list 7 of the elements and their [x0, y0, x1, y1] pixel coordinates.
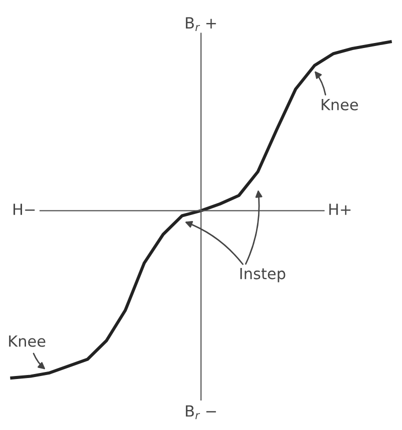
annotation: Instep — [240, 268, 286, 282]
text: B$_{r}$ − — [186, 405, 216, 420]
annotation: Knee — [9, 336, 46, 347]
annotation: H− — [14, 204, 35, 215]
y-axis-title: B$_{r}$ + — [186, 17, 216, 31]
x-axis-title: H+ — [329, 204, 350, 215]
annotation: Knee — [322, 99, 358, 110]
